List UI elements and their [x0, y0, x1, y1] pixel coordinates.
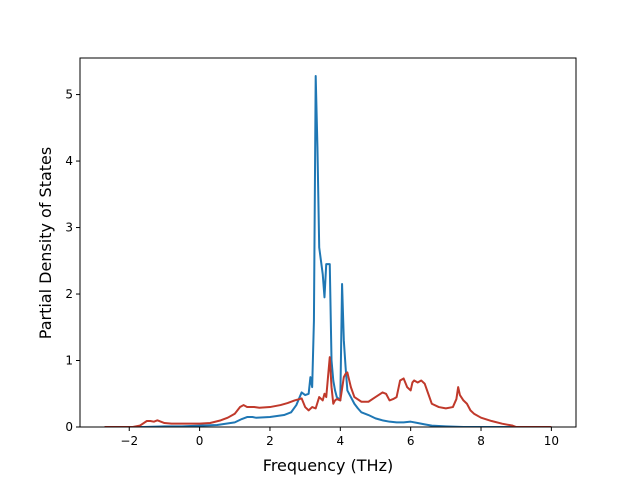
- y-tick-label: 4: [65, 154, 73, 168]
- x-tick-label: 6: [407, 434, 415, 448]
- x-axis: −2 0 2 4 6 8 10: [120, 427, 559, 448]
- x-tick-label: −2: [120, 434, 138, 448]
- y-tick-label: 0: [65, 420, 73, 434]
- series-line-1: [104, 356, 552, 427]
- series-layer: [104, 74, 552, 427]
- x-axis-label: Frequency (THz): [263, 456, 393, 475]
- x-tick-label: 4: [336, 434, 344, 448]
- y-tick-label: 5: [65, 88, 73, 102]
- y-axis: 0 1 2 3 4 5: [65, 88, 80, 434]
- y-axis-label: Partial Density of States: [36, 147, 55, 339]
- y-tick-label: 2: [65, 287, 73, 301]
- series-line-0: [104, 74, 552, 427]
- x-tick-label: 8: [477, 434, 485, 448]
- y-tick-label: 3: [65, 221, 73, 235]
- x-tick-label: 10: [544, 434, 559, 448]
- x-tick-label: 0: [196, 434, 204, 448]
- x-tick-label: 2: [266, 434, 274, 448]
- plot-area: [79, 57, 577, 428]
- y-tick-label: 1: [65, 354, 73, 368]
- plot-frame: [79, 57, 577, 428]
